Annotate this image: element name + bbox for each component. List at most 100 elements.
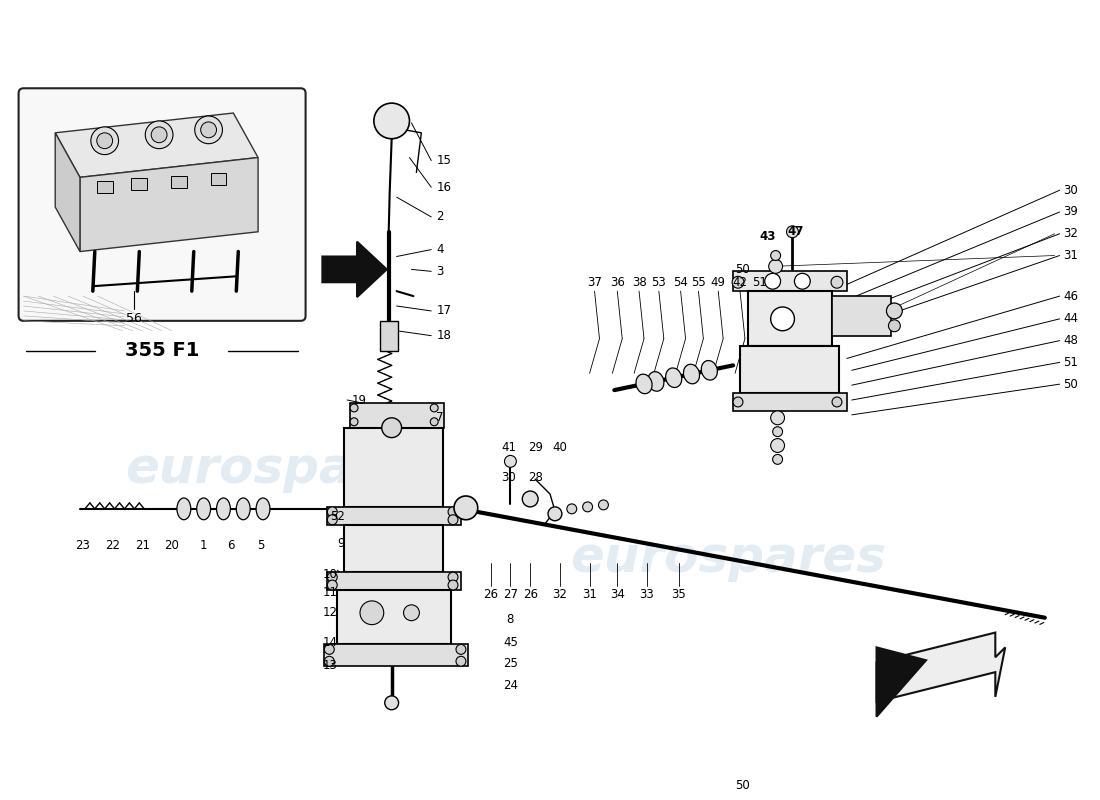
- Circle shape: [360, 601, 384, 625]
- Bar: [324, 645, 468, 666]
- Bar: [350, 403, 444, 428]
- Ellipse shape: [217, 498, 230, 520]
- Circle shape: [374, 103, 409, 138]
- Text: 17: 17: [437, 305, 451, 318]
- Circle shape: [324, 656, 334, 666]
- Ellipse shape: [666, 368, 682, 387]
- Circle shape: [145, 121, 173, 149]
- Ellipse shape: [197, 498, 210, 520]
- Text: 43: 43: [759, 230, 775, 243]
- Text: 39: 39: [1064, 206, 1078, 218]
- Text: 5: 5: [257, 538, 265, 551]
- Bar: [328, 572, 461, 590]
- Text: 32: 32: [552, 588, 568, 601]
- Circle shape: [195, 116, 222, 144]
- Text: 1: 1: [200, 538, 208, 551]
- Circle shape: [733, 276, 744, 288]
- Circle shape: [889, 320, 900, 332]
- Text: 54: 54: [673, 276, 689, 289]
- Text: 8: 8: [507, 613, 514, 626]
- Circle shape: [769, 259, 782, 274]
- Ellipse shape: [236, 498, 250, 520]
- Bar: [832, 296, 891, 336]
- Circle shape: [771, 411, 784, 425]
- Circle shape: [456, 656, 466, 666]
- Bar: [131, 178, 147, 190]
- Text: 51: 51: [752, 276, 767, 289]
- Text: 27: 27: [503, 588, 518, 601]
- Bar: [740, 346, 839, 393]
- Text: 26: 26: [522, 588, 538, 601]
- Circle shape: [448, 572, 458, 582]
- Circle shape: [350, 404, 358, 412]
- Text: 45: 45: [503, 635, 518, 649]
- Text: 40: 40: [552, 442, 568, 454]
- Circle shape: [385, 696, 398, 710]
- Text: 16: 16: [437, 181, 451, 194]
- Text: 38: 38: [631, 276, 647, 289]
- Text: 30: 30: [502, 471, 516, 484]
- Text: 42: 42: [733, 276, 748, 289]
- Ellipse shape: [648, 372, 664, 391]
- FancyBboxPatch shape: [19, 88, 306, 321]
- Text: 21: 21: [135, 538, 150, 551]
- Circle shape: [794, 274, 811, 289]
- Bar: [344, 525, 443, 572]
- Polygon shape: [55, 133, 80, 251]
- Ellipse shape: [683, 364, 700, 384]
- Circle shape: [382, 418, 402, 438]
- Text: 53: 53: [651, 276, 667, 289]
- Text: 10: 10: [322, 568, 338, 581]
- Text: 55: 55: [691, 276, 706, 289]
- Text: 14: 14: [322, 636, 338, 649]
- Text: 2: 2: [437, 210, 443, 223]
- Bar: [733, 271, 847, 291]
- Polygon shape: [80, 158, 258, 251]
- Polygon shape: [322, 242, 387, 297]
- Circle shape: [522, 491, 538, 507]
- Circle shape: [404, 605, 419, 621]
- Text: 29: 29: [528, 442, 542, 454]
- Circle shape: [566, 504, 576, 514]
- Circle shape: [328, 514, 338, 525]
- Circle shape: [548, 507, 562, 521]
- Text: 31: 31: [582, 588, 597, 601]
- Text: 6: 6: [228, 538, 235, 551]
- Bar: [97, 182, 112, 193]
- Text: 49: 49: [711, 276, 726, 289]
- Circle shape: [771, 250, 781, 261]
- Text: 34: 34: [609, 588, 625, 601]
- Circle shape: [772, 426, 782, 437]
- Bar: [748, 291, 832, 346]
- Text: 36: 36: [609, 276, 625, 289]
- Text: 24: 24: [503, 679, 518, 692]
- Circle shape: [91, 127, 119, 154]
- Text: 355 F1: 355 F1: [125, 341, 199, 360]
- Ellipse shape: [702, 361, 717, 380]
- Circle shape: [832, 397, 842, 407]
- Text: 50: 50: [736, 779, 750, 793]
- Text: 50: 50: [1064, 378, 1078, 390]
- Ellipse shape: [636, 374, 652, 394]
- Circle shape: [448, 507, 458, 517]
- Circle shape: [328, 572, 338, 582]
- Text: 50: 50: [736, 263, 750, 276]
- Text: 7: 7: [437, 411, 443, 424]
- Circle shape: [456, 645, 466, 654]
- Circle shape: [583, 502, 593, 512]
- Circle shape: [448, 580, 458, 590]
- Polygon shape: [877, 647, 926, 717]
- Text: 25: 25: [503, 658, 518, 670]
- Bar: [344, 428, 443, 507]
- Text: 12: 12: [322, 606, 338, 619]
- Text: 31: 31: [1064, 249, 1078, 262]
- Text: 32: 32: [1064, 227, 1078, 240]
- Bar: [328, 507, 461, 525]
- Text: 18: 18: [437, 329, 451, 342]
- Ellipse shape: [177, 498, 190, 520]
- Text: 20: 20: [165, 538, 179, 551]
- Circle shape: [771, 438, 784, 453]
- Circle shape: [200, 122, 217, 138]
- Circle shape: [328, 580, 338, 590]
- Text: 4: 4: [437, 243, 443, 256]
